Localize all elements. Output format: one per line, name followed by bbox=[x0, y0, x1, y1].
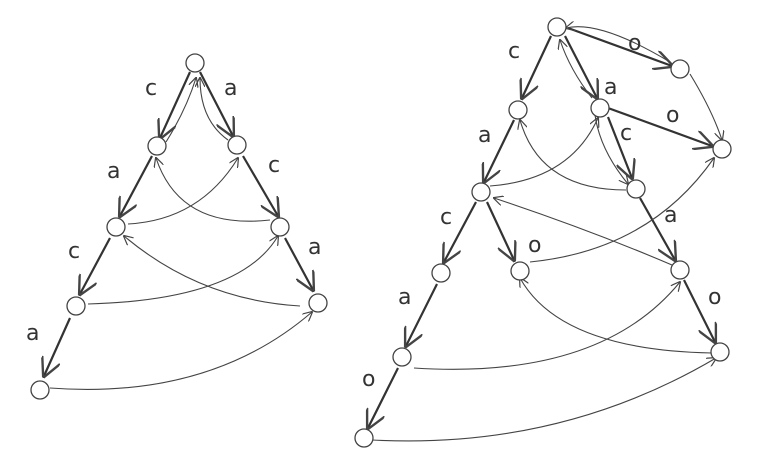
left-curve-n7-to-n4 bbox=[124, 236, 301, 307]
right-edge-n2-to-n6 bbox=[484, 119, 515, 182]
right-edge-n10-to-n12 bbox=[683, 279, 715, 342]
right-node-6 bbox=[471, 182, 491, 202]
left-label-1: c bbox=[145, 76, 157, 101]
right-edge-n3-to-n5 bbox=[607, 106, 712, 146]
right-edge-root-to-n4 bbox=[567, 26, 672, 66]
left-edge-n6-to-n8 bbox=[44, 317, 72, 376]
right-node-5 bbox=[712, 139, 732, 159]
right-edge-root-to-n2 bbox=[522, 35, 552, 98]
right-node-12 bbox=[710, 342, 730, 362]
left-curve-n2-to-root bbox=[165, 78, 196, 143]
left-curve-n4-to-n3 bbox=[127, 158, 238, 225]
right-node-8 bbox=[431, 263, 451, 283]
right-curve-n9-to-n5 bbox=[529, 158, 714, 263]
right-curve-n6-to-n3 bbox=[489, 118, 598, 187]
right-label-9: a bbox=[664, 203, 677, 228]
right-diagram: c o a a o c c o a a o o bbox=[354, 17, 732, 448]
right-label-5: o bbox=[666, 103, 679, 128]
left-edge-root-to-n3 bbox=[199, 71, 233, 136]
left-curve-n3-to-root bbox=[200, 78, 229, 141]
right-node-3 bbox=[590, 98, 610, 118]
right-curve-n4-to-n5 bbox=[689, 73, 722, 140]
left-label-2: a bbox=[224, 76, 237, 101]
right-label-12: o bbox=[362, 367, 375, 392]
right-node-9 bbox=[510, 261, 530, 281]
right-edge-n11-to-n13 bbox=[368, 367, 399, 428]
right-edge-n6-to-n9 bbox=[486, 201, 514, 260]
left-node-8 bbox=[30, 380, 50, 400]
left-curve-n5-to-n2 bbox=[156, 158, 271, 222]
right-node-7 bbox=[626, 179, 646, 199]
right-curve-n4-to-root bbox=[566, 27, 671, 63]
right-node-4 bbox=[670, 59, 690, 79]
left-label-7: a bbox=[26, 321, 39, 346]
left-edge-n5-to-n7 bbox=[284, 237, 313, 290]
right-node-11 bbox=[392, 347, 412, 367]
right-label-4: a bbox=[478, 123, 491, 148]
right-edge-n8-to-n11 bbox=[406, 283, 438, 346]
right-curve-n11-to-n10 bbox=[413, 282, 680, 370]
left-edge-root-to-n2 bbox=[160, 71, 192, 138]
right-label-3: a bbox=[604, 75, 617, 100]
right-curve-n10-to-n6 bbox=[494, 198, 673, 266]
right-curve-n13-to-n12 bbox=[371, 358, 716, 442]
right-edge-root-to-n3 bbox=[564, 35, 597, 98]
right-label-10: a bbox=[398, 285, 411, 310]
right-curve-n12-to-n9 bbox=[520, 278, 713, 354]
right-label-11: o bbox=[708, 285, 721, 310]
right-node-2 bbox=[508, 100, 528, 120]
left-label-6: a bbox=[308, 235, 321, 260]
left-label-3: a bbox=[107, 159, 120, 184]
right-label-2: o bbox=[628, 31, 641, 56]
right-node-10 bbox=[670, 260, 690, 280]
right-label-7: c bbox=[440, 205, 452, 230]
right-edge-n7-to-n10 bbox=[639, 197, 675, 260]
left-edge-n4-to-n6 bbox=[80, 237, 111, 294]
left-node-7 bbox=[308, 293, 328, 313]
right-label-1: c bbox=[508, 39, 520, 64]
left-label-5: c bbox=[68, 239, 80, 264]
right-node-root bbox=[547, 17, 567, 37]
left-curve-n8-to-n7 bbox=[49, 312, 312, 390]
right-edge-n3-to-n7 bbox=[606, 116, 632, 178]
left-node-5 bbox=[270, 217, 290, 237]
right-label-6: c bbox=[620, 121, 632, 146]
right-edge-n6-to-n8 bbox=[444, 201, 477, 262]
left-edge-n3-to-n5 bbox=[242, 155, 278, 216]
right-label-8: o bbox=[528, 233, 541, 258]
right-curve-n3-to-root bbox=[560, 40, 593, 99]
left-label-4: c bbox=[268, 153, 280, 178]
left-edge-n2-to-n4 bbox=[120, 155, 153, 216]
left-node-6 bbox=[66, 296, 86, 316]
right-curve-n7-to-n2 bbox=[520, 120, 627, 191]
right-node-13 bbox=[354, 428, 374, 448]
left-node-4 bbox=[106, 217, 126, 237]
left-curve-n6-to-n5 bbox=[87, 236, 278, 305]
left-diagram: c a a c c a a bbox=[26, 53, 328, 400]
left-node-3 bbox=[227, 135, 247, 155]
left-node-2 bbox=[147, 136, 167, 156]
left-node-root bbox=[185, 53, 205, 73]
